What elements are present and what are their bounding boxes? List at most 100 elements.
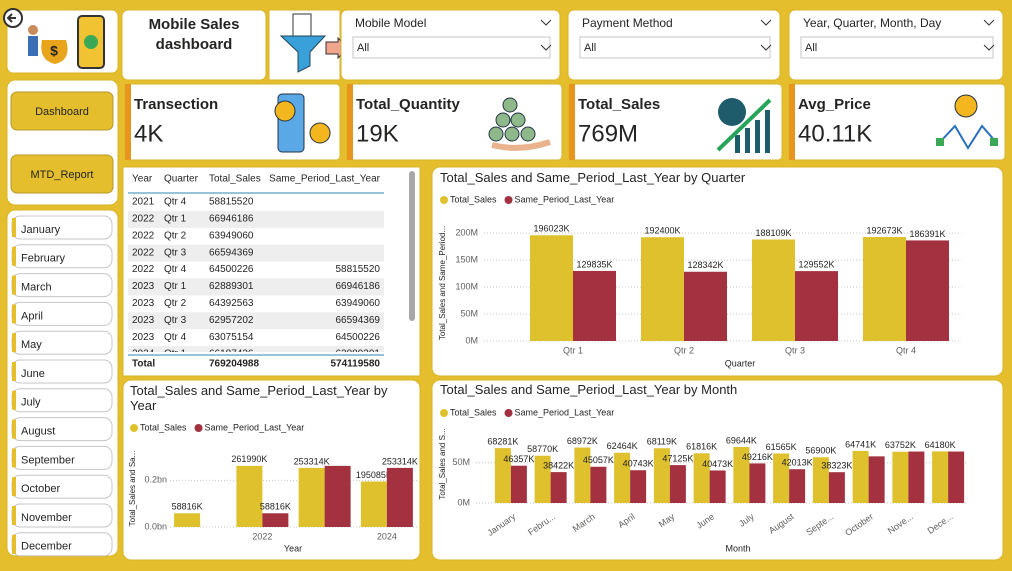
value-label: 192673K [866,225,902,235]
legend-marker [130,424,138,432]
value-label: 253314K [382,456,418,466]
month-accent [12,448,16,468]
month-label: March [21,282,52,294]
filter-value: All [805,42,817,54]
y-tick-label: 150M [455,254,478,264]
bar [174,513,201,527]
value-label: 64741K [845,439,876,449]
x-axis-title: Month [725,543,750,553]
table-cell: 63949060 [336,298,381,309]
kpi-accent [789,84,795,160]
month-chart-panel [431,379,1004,561]
table-cell: 62957202 [209,315,254,326]
value-label: 186391K [909,229,945,239]
table-cell: Qtr 3 [164,247,187,258]
month-label: May [21,339,42,351]
table-row-band [128,312,384,330]
month-accent [12,304,16,324]
y-tick-label: 50M [452,457,470,467]
kpi-label: Avg_Price [798,96,871,113]
bar [752,239,795,341]
bar [573,270,616,341]
table-scrollbar[interactable] [409,171,415,321]
y-axis-title: Total_Sales and S... [438,428,447,499]
bar [530,235,573,341]
kpi-accent [569,84,575,160]
month-label: November [21,512,72,524]
bar [386,467,413,527]
table-cell: Qtr 4 [164,264,187,275]
kpi-label: Total_Quantity [356,96,461,113]
legend-label: Total_Sales [450,407,497,417]
table-cell: 64500226 [209,264,254,275]
x-axis-title: Year [284,543,302,553]
table-cell: 63949060 [209,230,254,241]
filter-dropdown[interactable] [579,36,771,59]
bar [852,450,869,503]
month-accent [12,419,16,439]
x-tick-label: Qtr 2 [674,345,694,355]
bar [892,451,909,503]
table-cell: 66187436 [209,349,254,360]
value-label: 40743K [623,459,654,469]
table-cell: Qtr 1 [164,281,187,292]
x-tick-label: Qtr 3 [785,345,805,355]
bar [948,451,965,503]
bar [360,481,387,527]
legend-label: Same_Period_Last_Year [515,407,615,417]
nav-button[interactable] [10,154,114,194]
bar [641,237,684,341]
legend-marker [440,409,448,417]
y-tick-label: 200M [455,227,478,237]
y-tick-label: 50M [460,308,478,318]
chevron-icon [760,19,772,26]
y-tick-label: 0.0bn [144,521,167,531]
bar [494,448,511,503]
table-cell: 62889301 [209,281,254,292]
legend-label: Total_Sales [140,422,187,432]
table-cell: 2022 [132,264,155,275]
bar [693,453,710,503]
x-tick-label: Qtr 1 [563,345,583,355]
kpi-value: 40.11K [798,120,872,147]
bar [749,463,766,503]
nav-button[interactable] [10,91,114,131]
value-label: 58816K [260,502,291,512]
table-total: Total [132,359,155,370]
month-accent [12,275,16,295]
month-label: January [21,224,61,236]
bar [733,446,750,503]
month-label: July [21,397,41,409]
filter-label: Payment Method [582,16,673,30]
value-label: 46357K [503,454,534,464]
svg-text:$: $ [50,43,58,59]
legend-marker [504,409,513,417]
value-label: 40473K [702,459,733,469]
logo-icons: $ [3,8,105,69]
legend-label: Total_Sales [450,194,497,204]
table-cell: 2023 [132,281,155,292]
nav-label: MTD_Report [31,169,94,181]
bar [534,455,551,503]
bar [709,470,726,503]
value-label: 253314K [294,456,330,466]
chevron-icon [760,44,772,51]
table-cell: Qtr 1 [164,349,187,360]
month-accent [12,246,16,266]
bar [906,240,949,341]
kpi-accent [125,84,131,160]
table-total: 574119580 [330,359,380,370]
table-row-band [128,346,384,352]
x-axis-title: Quarter [725,358,756,368]
month-label: September [21,454,75,466]
value-label: 192400K [644,226,680,236]
value-label: 68972K [567,436,598,446]
month-accent [12,218,16,237]
filter-dropdown[interactable] [800,36,994,59]
value-label: 45057K [583,455,614,465]
table-cell: 2022 [132,230,155,241]
table-cell: 2023 [132,298,155,309]
table-cell: Qtr 2 [164,298,187,309]
filter-dropdown[interactable] [352,36,551,59]
legend-marker [194,424,203,432]
